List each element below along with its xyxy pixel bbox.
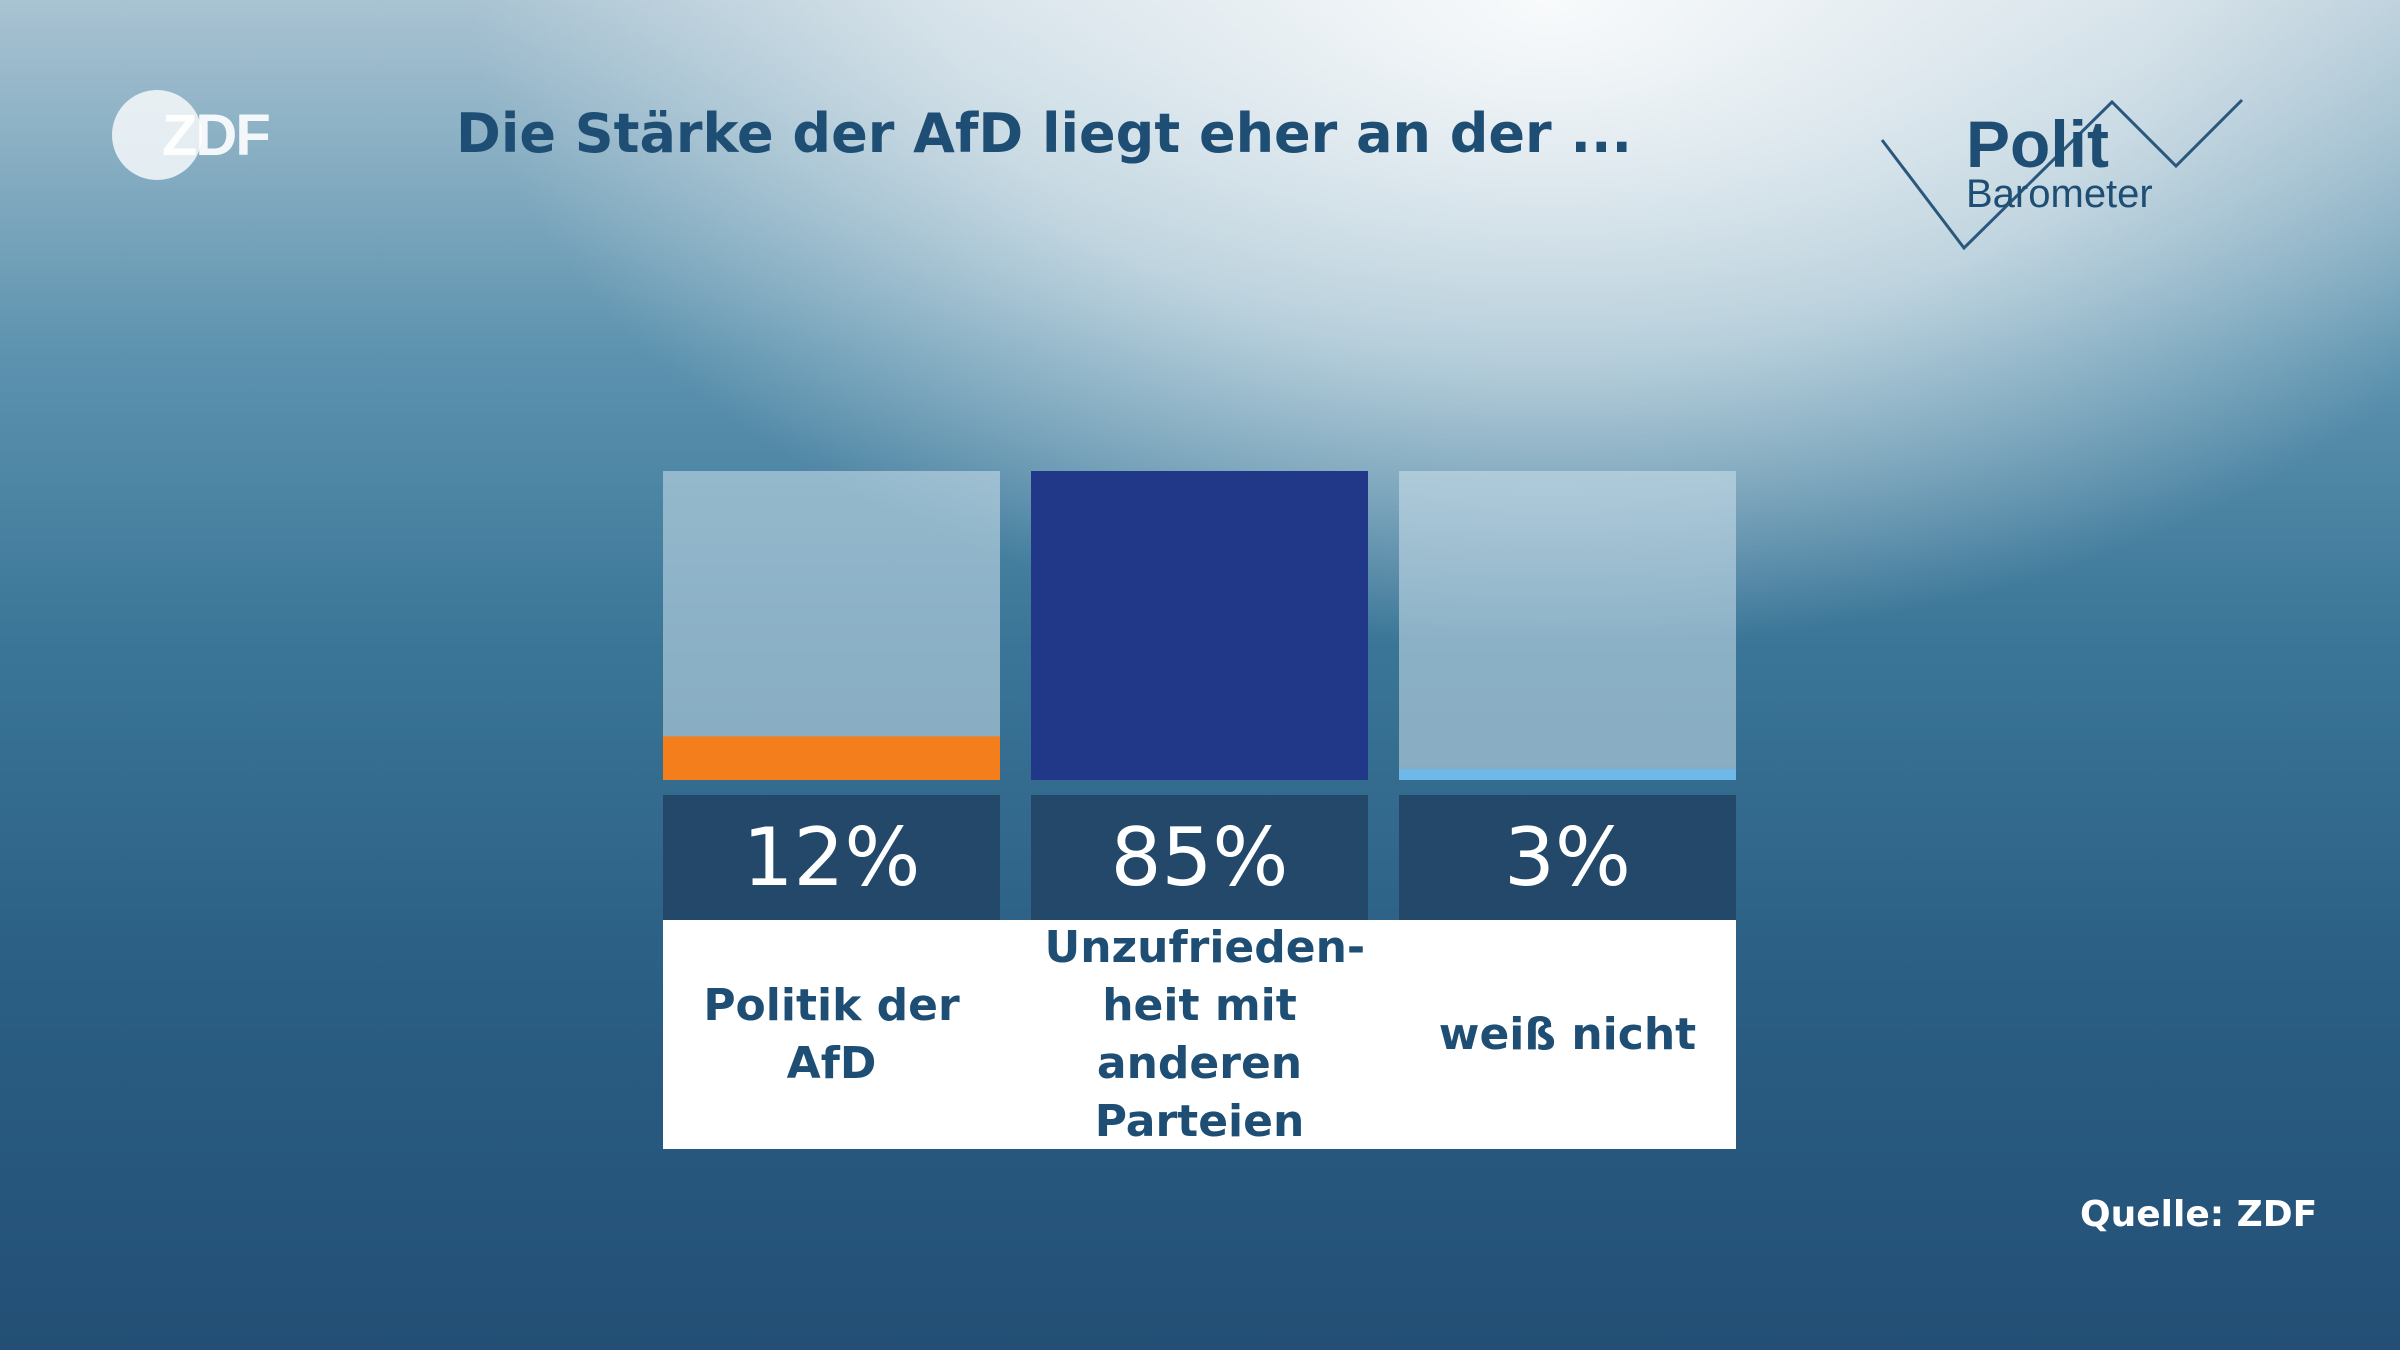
bar-politik	[663, 736, 1000, 780]
page-title: Die Stärke der AfD liegt eher an der ...	[456, 102, 1633, 165]
category-label-unzufriedenheit-text: Unzufrieden-heit mit anderen Parteien	[1044, 921, 1366, 1147]
zdf-logo: ZDF	[112, 88, 282, 183]
bar-track-weiss-nicht	[1399, 471, 1736, 780]
polit-word: Polit	[1966, 107, 2109, 181]
category-label-weiss-nicht-text: weiß nicht	[1438, 1008, 1697, 1060]
politbarometer-logo: Polit Barometer	[1878, 96, 2248, 256]
value-label-unzufriedenheit: 85%	[1031, 795, 1368, 920]
category-label-politik-text: Politik der AfD	[703, 979, 960, 1089]
category-label-panel	[663, 920, 1736, 1149]
value-label-politik: 12%	[663, 795, 1000, 920]
bar-unzufriedenheit	[1031, 471, 1368, 780]
category-label-unzufriedenheit: Unzufrieden-heit mit anderen Parteien	[1031, 920, 1368, 1149]
category-label-politik: Politik der AfD	[663, 920, 1000, 1149]
zdf-logo-circle	[112, 90, 202, 180]
zdf-logo-text: ZDF	[162, 103, 271, 168]
category-label-weiss-nicht: weiß nicht	[1399, 920, 1736, 1149]
politbarometer-zigzag-icon	[1880, 98, 2244, 251]
value-label-weiss-nicht: 3%	[1399, 795, 1736, 920]
source-note: Quelle: ZDF	[2080, 1194, 2318, 1235]
bar-weiss-nicht	[1399, 769, 1736, 780]
bar-track-politik	[663, 471, 1000, 780]
barometer-word: Barometer	[1966, 172, 2153, 216]
